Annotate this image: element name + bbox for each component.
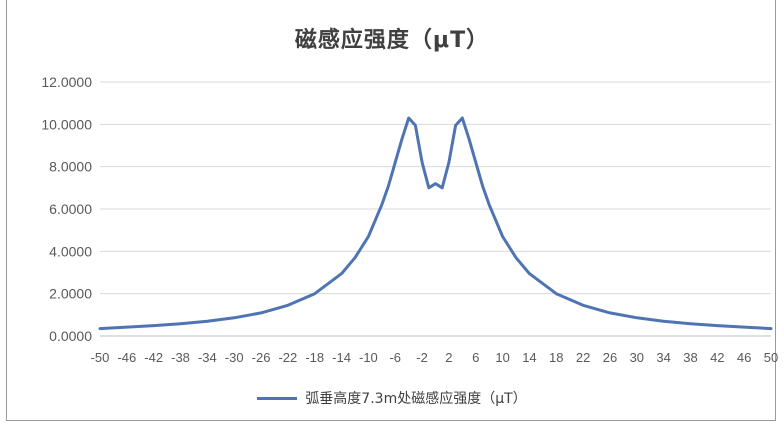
y-tick-label: 2.0000: [49, 286, 92, 302]
x-tick-label: 10: [495, 350, 509, 365]
x-tick-label: 14: [522, 350, 536, 365]
x-tick-label: 38: [683, 350, 697, 365]
chart-frame: [6, 0, 776, 421]
x-tick-label: 34: [656, 350, 670, 365]
x-tick-label: -22: [278, 350, 297, 365]
x-tick-label: -42: [144, 350, 163, 365]
y-tick-label: 6.0000: [49, 201, 92, 217]
y-tick-label: 4.0000: [49, 243, 92, 259]
x-tick-label: -46: [117, 350, 136, 365]
x-tick-label: 50: [764, 350, 778, 365]
series-line: [98, 116, 773, 331]
y-tick-label: 10.0000: [41, 116, 92, 132]
x-tick-label: -34: [198, 350, 217, 365]
x-tick-label: 46: [737, 350, 751, 365]
x-tick-label: 18: [549, 350, 563, 365]
x-tick-label: -26: [252, 350, 271, 365]
x-tick-label: 30: [630, 350, 644, 365]
x-tick-label: -2: [416, 350, 428, 365]
x-tick-label: -10: [359, 350, 378, 365]
x-tick-label: -6: [389, 350, 401, 365]
legend-swatch: [257, 396, 298, 400]
x-tick-label: -14: [332, 350, 351, 365]
y-tick-label: 12.0000: [41, 74, 92, 90]
y-tick-label: 0.0000: [49, 328, 92, 344]
legend-label: 弧垂高度7.3m处磁感应强度（μT）: [305, 391, 527, 407]
x-tick-label: 6: [472, 350, 479, 365]
x-tick-label: -38: [171, 350, 190, 365]
x-tick-label: -18: [305, 350, 324, 365]
x-tick-label: -50: [91, 350, 110, 365]
x-tick-label: -30: [225, 350, 244, 365]
y-tick-label: 8.0000: [49, 159, 92, 175]
x-tick-label: 2: [445, 350, 452, 365]
x-tick-label: 42: [710, 350, 724, 365]
x-tick-label: 26: [603, 350, 617, 365]
legend: 弧垂高度7.3m处磁感应强度（μT）: [0, 388, 784, 408]
chart-title: 磁感应强度（μT）: [294, 28, 490, 53]
x-tick-label: 22: [576, 350, 590, 365]
